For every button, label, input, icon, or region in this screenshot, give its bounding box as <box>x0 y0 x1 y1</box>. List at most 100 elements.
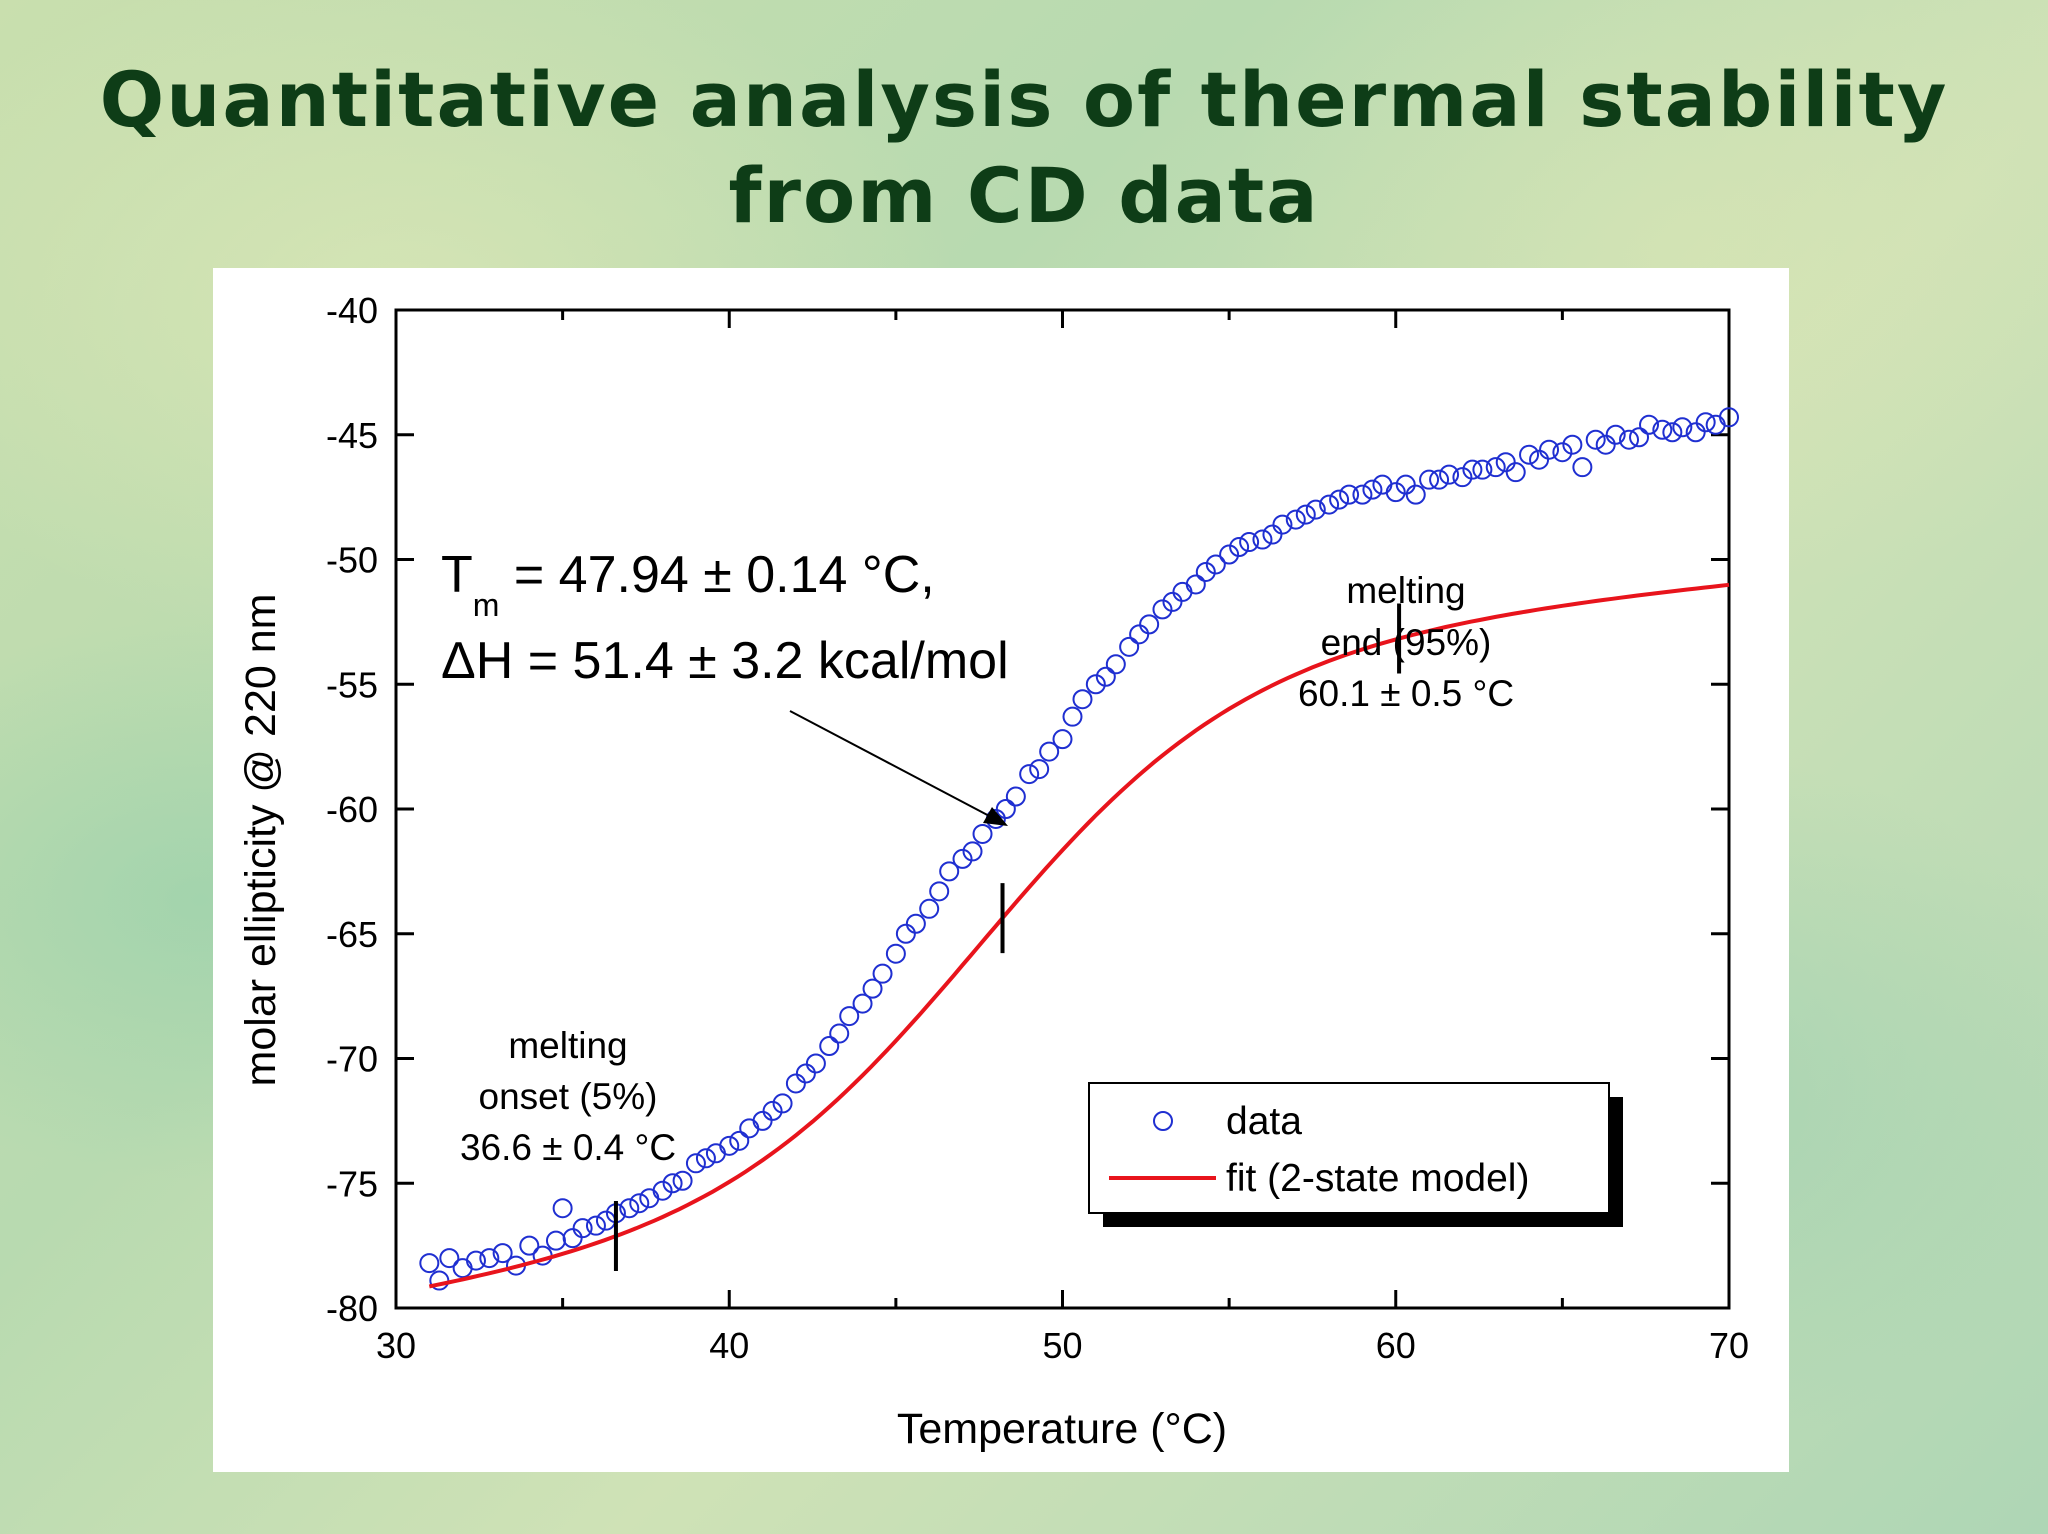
data-point <box>1295 504 1316 525</box>
data-point <box>705 1143 726 1164</box>
data-point <box>1329 489 1350 510</box>
slide-title-line2: from CD data <box>728 151 1320 240</box>
data-point <box>685 1153 706 1174</box>
data-point <box>1662 422 1683 443</box>
legend-box <box>1088 1082 1610 1214</box>
data-point <box>1319 494 1340 515</box>
data-point <box>1305 499 1326 520</box>
data-point <box>885 943 906 964</box>
data-point <box>1139 614 1160 635</box>
tm-arrow-line <box>789 710 996 820</box>
tm-symbol: T <box>441 546 473 604</box>
y-axis: -40 -45 -50 -55 -60 -65 -70 -75 -80 <box>326 290 1729 1329</box>
data-point <box>829 1023 850 1044</box>
data-point <box>1195 561 1216 582</box>
tm-annotation: Tm = 47.94 ± 0.14 °C, <box>441 546 935 623</box>
data-point <box>905 913 926 934</box>
data-point <box>1385 482 1406 503</box>
y-tick-label: -75 <box>326 1163 378 1204</box>
end-label-line2: end (95%) <box>1321 622 1492 663</box>
slide-title-line1: Quantitative analysis of thermal stabili… <box>99 55 1949 144</box>
data-point <box>1429 469 1450 490</box>
data-point <box>562 1228 583 1249</box>
x-axis-label: Temperature (°C) <box>897 1405 1227 1453</box>
data-point <box>1562 434 1583 455</box>
data-points <box>419 407 1739 1291</box>
data-point <box>629 1193 650 1214</box>
plot-panel: -40 -45 -50 -55 -60 -65 -70 -75 -80 30 40 50 60 70 T… <box>213 268 1789 1472</box>
data-point <box>952 848 973 869</box>
end-label-line3: 60.1 ± 0.5 °C <box>1298 673 1514 714</box>
legend: data fit (2-state model) <box>1088 1082 1623 1227</box>
tm-value: = 47.94 ± 0.14 °C, <box>499 546 934 604</box>
data-point <box>1372 474 1393 495</box>
data-point <box>619 1198 640 1219</box>
data-point <box>1119 636 1140 657</box>
fit-curve <box>428 582 1730 1289</box>
onset-label-line2: onset (5%) <box>479 1076 658 1117</box>
data-point <box>929 881 950 902</box>
data-point <box>1339 484 1360 505</box>
data-point <box>1272 514 1293 535</box>
data-point <box>1452 467 1473 488</box>
data-point <box>1262 524 1283 545</box>
tm-arrow-head <box>983 807 1008 826</box>
data-point <box>695 1148 716 1169</box>
slide-title: Quantitative analysis of thermal stabili… <box>0 52 2048 244</box>
data-point <box>1239 532 1260 553</box>
data-point <box>1162 591 1183 612</box>
x-tick-label: 70 <box>1709 1325 1749 1366</box>
data-point <box>1085 674 1106 695</box>
data-point <box>1652 419 1673 440</box>
data-point <box>819 1036 840 1057</box>
data-point <box>1352 484 1373 505</box>
y-tick-label: -60 <box>326 789 378 830</box>
data-point <box>995 799 1016 819</box>
data-point <box>772 1093 793 1114</box>
data-point <box>839 1006 860 1027</box>
data-point <box>1005 786 1026 807</box>
data-point <box>1719 407 1739 428</box>
data-point <box>1572 457 1593 478</box>
data-point <box>1362 479 1383 500</box>
data-point <box>465 1250 486 1271</box>
legend-data-label: data <box>1226 1100 1302 1143</box>
data-point <box>752 1110 773 1131</box>
data-point <box>1629 427 1650 448</box>
transition-markers <box>613 603 1402 1272</box>
data-point <box>492 1243 513 1264</box>
y-axis-label: molar ellipticity @ 220 nm <box>237 594 285 1087</box>
data-point <box>1419 469 1440 490</box>
data-point <box>1539 439 1560 460</box>
data-point <box>1485 457 1506 478</box>
data-point <box>1685 422 1706 443</box>
data-point <box>719 1135 740 1156</box>
data-point <box>972 823 993 844</box>
data-point <box>962 841 983 862</box>
data-point <box>1172 581 1193 602</box>
data-point <box>1052 729 1073 750</box>
y-tick-label: -45 <box>326 415 378 456</box>
data-point <box>1439 464 1460 485</box>
data-point <box>1285 509 1306 530</box>
data-point <box>1229 537 1250 558</box>
legend-data-marker <box>1153 1111 1173 1131</box>
x-axis: 30 40 50 60 70 <box>376 310 1749 1366</box>
data-point <box>1619 429 1640 450</box>
data-point <box>1552 442 1573 463</box>
legend-fit-label: fit (2-state model) <box>1226 1157 1529 1200</box>
data-point <box>1472 459 1493 480</box>
y-tick-label: -80 <box>326 1288 378 1329</box>
x-tick-label: 30 <box>376 1325 416 1366</box>
y-tick-label: -40 <box>326 290 378 331</box>
data-point <box>895 923 916 944</box>
data-point <box>1585 429 1606 450</box>
x-tick-label: 40 <box>709 1325 749 1366</box>
data-point <box>1062 706 1083 727</box>
data-point <box>1519 444 1540 465</box>
data-point <box>1495 452 1516 473</box>
data-point <box>519 1235 540 1256</box>
data-point <box>1072 689 1093 710</box>
data-point <box>1462 459 1483 480</box>
data-point <box>1529 449 1550 470</box>
